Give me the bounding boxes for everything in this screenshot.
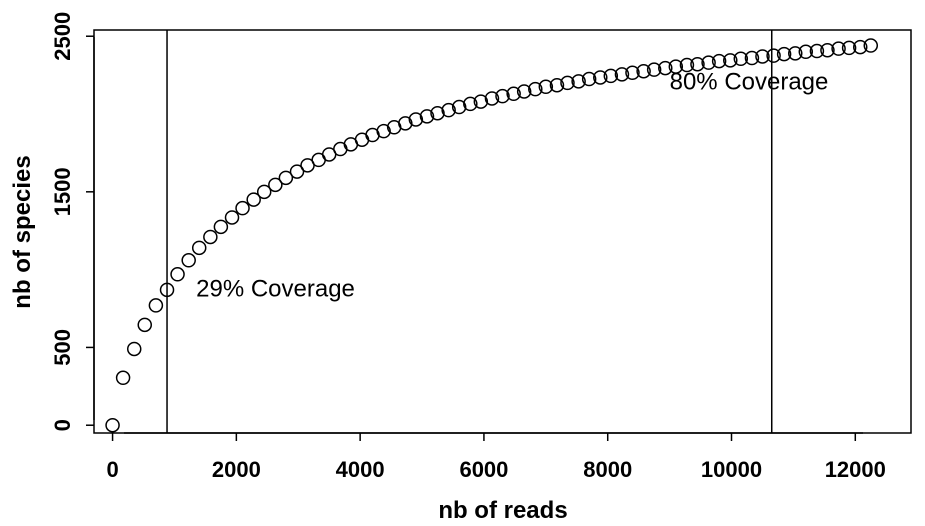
data-point	[516, 84, 532, 99]
x-tick-label: 8000	[583, 457, 632, 482]
x-tick-label: 10000	[701, 457, 762, 482]
data-point	[841, 40, 857, 56]
data-point	[766, 48, 781, 63]
data-point	[473, 94, 489, 109]
data-point	[625, 65, 640, 81]
data-point	[495, 88, 510, 104]
data-point	[256, 184, 272, 200]
data-points	[105, 38, 879, 433]
data-point	[701, 55, 716, 70]
data-point	[181, 253, 196, 268]
data-point	[203, 229, 218, 245]
x-axis: 0 2000 4000 6000 8000 10000 12000	[106, 432, 886, 482]
data-point	[831, 41, 846, 56]
annotations: 29% Coverage 80% Coverage	[196, 68, 828, 302]
data-point	[581, 71, 597, 87]
x-axis-title: nb of reads	[438, 497, 567, 524]
y-tick-label: 1500	[50, 167, 75, 216]
y-tick-label: 2500	[50, 12, 75, 61]
coverage-annotation-1: 29% Coverage	[196, 275, 355, 302]
coverage-annotation-2: 80% Coverage	[670, 68, 829, 95]
data-point	[170, 267, 185, 282]
data-point	[614, 67, 630, 82]
data-point	[408, 112, 424, 127]
data-point	[776, 46, 792, 62]
data-point	[224, 210, 240, 225]
data-point	[820, 42, 835, 58]
data-point	[398, 116, 413, 131]
data-point	[191, 240, 207, 256]
data-point	[798, 44, 814, 60]
data-point	[788, 46, 803, 61]
x-tick-label: 6000	[459, 457, 508, 482]
data-point	[105, 417, 120, 433]
data-point	[289, 164, 305, 179]
data-point	[268, 177, 283, 193]
data-point	[809, 43, 825, 59]
y-tick-label: 0	[50, 419, 75, 431]
data-point	[430, 105, 445, 121]
data-point	[744, 50, 760, 66]
data-point	[235, 200, 250, 216]
data-point	[679, 57, 695, 73]
y-axis-title: nb of species	[9, 155, 36, 308]
data-point	[668, 59, 684, 74]
data-point	[863, 38, 879, 53]
data-point	[711, 53, 727, 69]
data-point	[549, 77, 565, 93]
data-point	[126, 341, 142, 357]
data-point	[593, 70, 608, 85]
x-tick-label: 12000	[825, 457, 886, 482]
data-point	[560, 75, 575, 91]
data-point	[538, 79, 554, 95]
data-point	[723, 53, 738, 68]
data-point	[528, 81, 543, 97]
coverage-lines	[166, 30, 773, 433]
data-point	[376, 123, 391, 139]
x-tick-label: 2000	[212, 457, 261, 482]
data-point	[506, 86, 521, 102]
data-point	[690, 56, 705, 72]
data-point	[419, 109, 435, 124]
x-tick-label: 4000	[336, 457, 385, 482]
data-point	[451, 99, 467, 115]
data-point	[463, 96, 478, 112]
data-point	[441, 102, 456, 118]
data-point	[484, 91, 500, 106]
data-point	[246, 192, 261, 207]
data-point	[603, 68, 619, 84]
x-tick-label: 0	[106, 457, 118, 482]
data-point	[115, 370, 131, 386]
y-tick-label: 500	[50, 329, 75, 366]
data-point	[755, 49, 770, 64]
data-point	[159, 282, 175, 298]
y-axis: 0 500 1500 2500	[50, 12, 95, 431]
data-point	[278, 170, 294, 186]
data-point	[213, 219, 229, 235]
data-point	[733, 51, 749, 67]
data-point	[137, 317, 153, 333]
data-point	[148, 298, 164, 313]
data-point	[571, 74, 586, 89]
data-point	[658, 60, 673, 76]
data-point	[636, 63, 651, 79]
data-point	[646, 62, 662, 77]
data-point	[852, 39, 868, 55]
